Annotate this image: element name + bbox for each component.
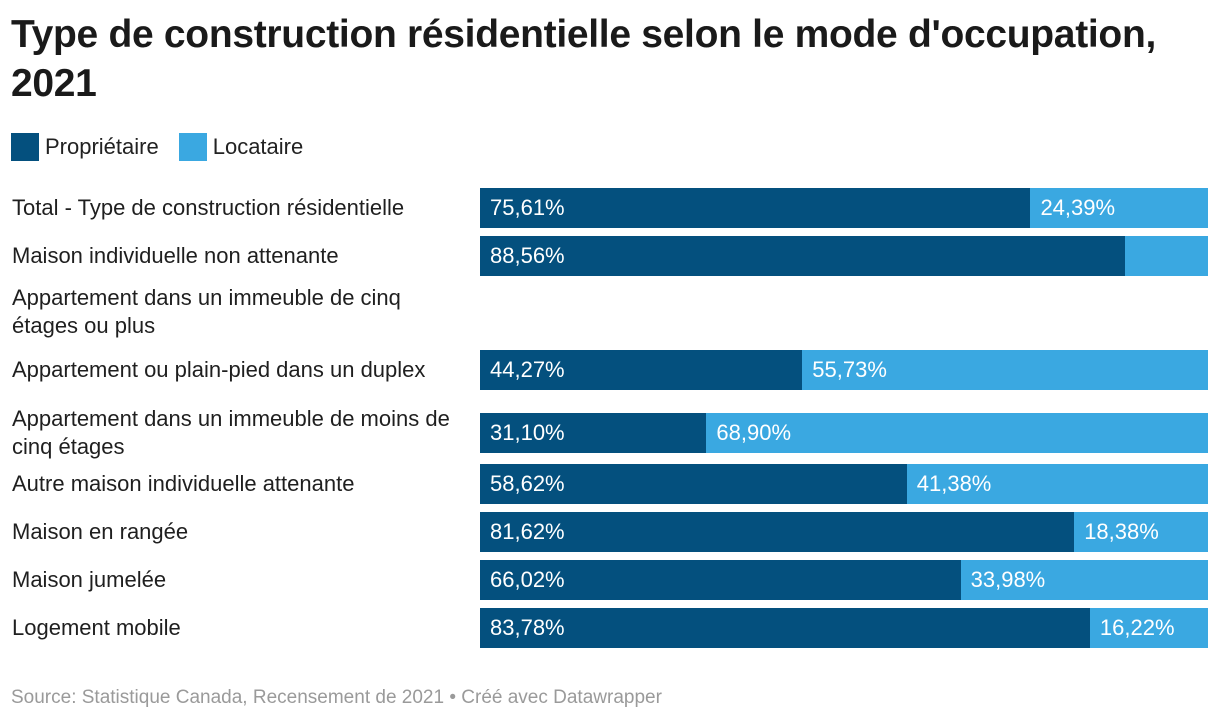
data-label-tenant: 55,73% xyxy=(812,357,887,382)
bar-owner xyxy=(480,350,803,390)
bar-tenant xyxy=(802,350,1208,390)
bar-tenant xyxy=(1089,608,1208,648)
data-label-owner: 81,62% xyxy=(490,519,565,544)
bar-row: 83,78% 16,22% xyxy=(480,608,1208,648)
data-label-owner: 44,27% xyxy=(490,357,565,382)
bar-owner xyxy=(480,512,1075,552)
data-label-owner: 31,10% xyxy=(490,420,565,445)
data-label-owner: 88,56% xyxy=(490,243,565,268)
bar-tenant xyxy=(1030,188,1208,228)
chart-title: Type de construction résidentielle selon… xyxy=(11,13,1157,105)
bar-owner xyxy=(480,560,961,600)
data-label-tenant: 33,98% xyxy=(970,567,1046,592)
data-label-owner: 83,78% xyxy=(490,615,565,640)
category-label: Maison en rangée xyxy=(12,519,189,544)
bar-row: 66,02% 33,98% xyxy=(480,560,1208,600)
data-label-tenant: 16,22% xyxy=(1099,615,1175,640)
bar-row: 44,27% 55,73% xyxy=(480,350,1208,390)
source-footer: Source: Statistique Canada, Recensement … xyxy=(11,687,662,708)
category-label: Autre maison individuelle attenante xyxy=(12,471,355,496)
category-label: Appartement dans un immeuble de moins de… xyxy=(12,406,450,459)
bar-tenant xyxy=(1124,236,1208,276)
bar-tenant xyxy=(960,560,1208,600)
category-label: Appartement dans un immeuble de cinq éta… xyxy=(12,285,401,338)
data-label-owner: 66,02% xyxy=(490,567,565,592)
category-label: Logement mobile xyxy=(12,615,181,640)
bar-owner xyxy=(480,608,1090,648)
data-label-tenant: 41,38% xyxy=(916,471,992,496)
legend-item-owner: Propriétaire xyxy=(11,133,159,161)
bar-row: 75,61% 24,39% xyxy=(480,188,1208,228)
data-label-owner: 58,62% xyxy=(490,471,565,496)
data-label-tenant: 68,90% xyxy=(716,420,792,445)
bar-tenant xyxy=(706,413,1208,453)
category-label: Total - Type de construction résidentiel… xyxy=(12,195,405,220)
legend-item-tenant: Locataire xyxy=(178,133,304,161)
bar-owner xyxy=(480,464,907,504)
bar-row: 81,62% 18,38% xyxy=(480,512,1208,552)
category-label: Maison individuelle non attenante xyxy=(12,243,339,268)
category-label: Appartement ou plain-pied dans un duplex xyxy=(12,357,426,382)
legend: Propriétaire Locataire xyxy=(11,132,323,162)
legend-label-owner: Propriétaire xyxy=(45,134,159,159)
bar-owner xyxy=(480,188,1031,228)
data-label-tenant: 24,39% xyxy=(1040,195,1116,220)
bar-tenant xyxy=(906,464,1208,504)
bar-row: 31,10% 68,90% xyxy=(480,413,1208,453)
data-label-tenant: 18,38% xyxy=(1084,519,1159,544)
bar-row: 88,56% xyxy=(480,236,1208,276)
bar-row: 58,62% 41,38% xyxy=(480,464,1208,504)
data-label-owner: 75,61% xyxy=(490,195,565,220)
legend-swatch-owner xyxy=(11,133,39,161)
bar-owner xyxy=(480,236,1125,276)
bar-owner xyxy=(480,413,707,453)
bar-tenant xyxy=(1074,512,1208,552)
legend-swatch-tenant xyxy=(178,133,207,161)
category-label: Maison jumelée xyxy=(12,567,167,592)
legend-label-tenant: Locataire xyxy=(212,134,304,159)
